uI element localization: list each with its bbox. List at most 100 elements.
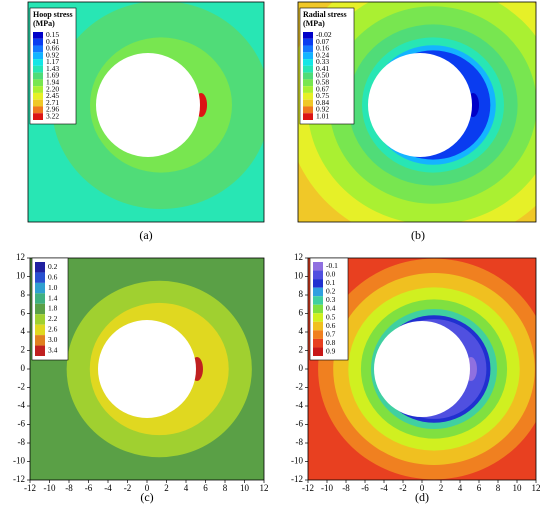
legend-label: 1.8 (48, 304, 58, 313)
y-tick-label: 10 (16, 271, 26, 281)
legend-label: 1.17 (46, 57, 59, 66)
legend-swatch (303, 86, 313, 93)
x-tick-label: 6 (203, 483, 208, 493)
legend-swatch (33, 38, 43, 46)
legend-label: 0.58 (316, 77, 329, 86)
legend-label: 3.4 (48, 345, 58, 354)
legend-swatch (313, 304, 323, 314)
legend-label: 0.3 (326, 295, 336, 304)
legend-label: 2.45 (46, 91, 59, 100)
y-tick-label: -12 (13, 474, 25, 484)
legend-label: 3.0 (48, 335, 58, 344)
legend-label: 0.1 (326, 278, 336, 287)
y-tick-label: -8 (296, 437, 304, 447)
legend-swatch (313, 279, 323, 288)
legend-label: 1.0 (48, 283, 58, 292)
y-tick-label: 2 (21, 345, 26, 355)
legend-swatch (303, 79, 313, 87)
x-tick-label: -6 (85, 483, 93, 493)
caption: (b) (411, 228, 425, 242)
legend-swatch (303, 92, 313, 100)
legend-swatch (35, 324, 45, 336)
legend-swatch (33, 32, 43, 39)
legend-label: 0.92 (316, 105, 329, 114)
legend-swatch (33, 86, 43, 93)
y-tick-label: -12 (291, 474, 303, 484)
legend-label: 0.41 (46, 37, 59, 46)
x-tick-label: 12 (532, 483, 541, 493)
x-tick-label: 2 (164, 483, 169, 493)
legend-label: 2.2 (48, 314, 58, 323)
field (308, 258, 536, 480)
x-tick-label: 4 (458, 483, 463, 493)
y-tick-label: 10 (294, 271, 304, 281)
legend-swatch (313, 321, 323, 331)
y-tick-label: 4 (299, 326, 304, 336)
y-tick-label: 0 (299, 363, 304, 373)
legend-label: 0.6 (48, 272, 58, 281)
caption: (d) (415, 490, 429, 504)
legend-label: 0.8 (326, 338, 336, 347)
legend-swatch (303, 113, 313, 120)
hole (98, 320, 196, 418)
legend-label: 0.41 (316, 64, 329, 73)
y-tick-label: 6 (21, 308, 26, 318)
legend-swatch (33, 59, 43, 66)
x-tick-label: -4 (104, 483, 112, 493)
legend-label: 0.66 (46, 44, 59, 53)
legend-swatch (313, 262, 323, 271)
legend-label: 0.15 (46, 30, 59, 39)
legend-swatch (313, 287, 323, 297)
y-tick-label: 4 (21, 326, 26, 336)
panel: Hoop stress(MPa) 0.150.410.660.921.171.43… (27, 1, 265, 242)
legend-label: 0.92 (46, 50, 59, 59)
legend-swatch (303, 106, 313, 114)
x-tick-label: -6 (361, 483, 369, 493)
legend-label: 0.2 (326, 287, 336, 296)
legend-label: -0.1 (326, 261, 338, 270)
legend-swatch (35, 262, 45, 273)
y-tick-label: 0 (21, 363, 26, 373)
legend-swatch (35, 282, 45, 294)
legend-swatch (35, 345, 45, 356)
frame (27, 1, 265, 223)
legend-label: 2.71 (46, 98, 59, 107)
legend-swatch (303, 32, 313, 39)
legend-title: Radial stress (303, 10, 347, 19)
legend-swatch (313, 347, 323, 356)
legend-label: -0.02 (316, 30, 332, 39)
legend-label: 1.43 (46, 64, 59, 73)
legend-swatch (33, 45, 43, 53)
y-tick-label: -2 (18, 382, 26, 392)
legend-swatch (313, 270, 323, 280)
legend-swatch (303, 72, 313, 80)
legend-swatch (33, 72, 43, 80)
legend-swatch (35, 272, 45, 283)
hole (368, 53, 472, 157)
x-tick-label: -8 (65, 483, 73, 493)
y-tick-label: -10 (291, 456, 303, 466)
caption: (c) (140, 490, 153, 504)
legend-swatch (33, 79, 43, 87)
y-tick-label: -4 (18, 400, 26, 410)
hole (374, 321, 470, 417)
x-tick-label: -2 (124, 483, 132, 493)
x-tick-label: 0 (420, 483, 425, 493)
legend-label: 0.16 (316, 44, 329, 53)
legend-label: 0.67 (316, 84, 329, 93)
legend-label: 0.5 (326, 312, 336, 321)
x-tick-label: 8 (496, 483, 501, 493)
x-tick-label: -10 (321, 483, 333, 493)
legend-label: 1.4 (48, 293, 58, 302)
legend-label: 2.6 (48, 325, 58, 334)
y-tick-label: 2 (299, 345, 304, 355)
legend-unit: (MPa) (33, 19, 55, 28)
y-tick-label: -8 (18, 437, 26, 447)
legend-swatch (303, 59, 313, 66)
y-tick-label: 6 (299, 308, 304, 318)
legend-swatch (313, 313, 323, 322)
x-tick-label: -8 (342, 483, 350, 493)
legend-label: 0.75 (316, 91, 329, 100)
legend-label: 1.01 (316, 111, 329, 120)
legend-swatch (33, 92, 43, 100)
